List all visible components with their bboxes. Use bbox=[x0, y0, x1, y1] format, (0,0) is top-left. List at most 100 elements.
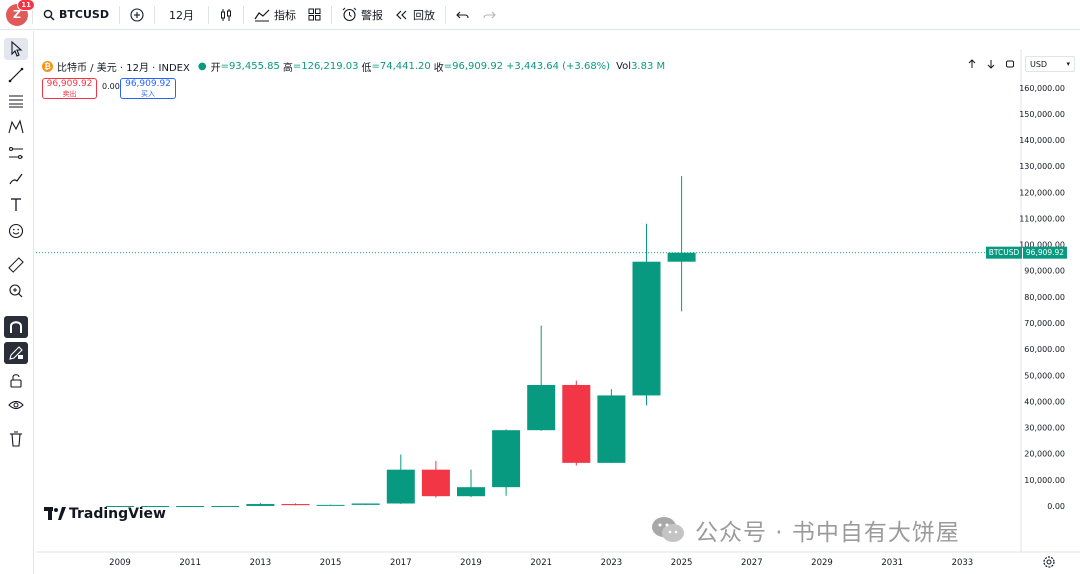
trash-icon bbox=[10, 431, 22, 447]
indicators-button[interactable]: 指标 bbox=[248, 0, 302, 30]
magnet-tool[interactable] bbox=[4, 316, 28, 338]
x-tick-label: 2011 bbox=[179, 558, 201, 568]
y-tick-label: 150,000.00 bbox=[1019, 110, 1065, 119]
buy-button[interactable]: 96,909.92 买入 bbox=[120, 78, 176, 99]
y-tick-label: 110,000.00 bbox=[1019, 214, 1065, 223]
pattern-tool[interactable] bbox=[4, 116, 28, 138]
price-chart[interactable]: 160,000.00 150,000.00 140,000.00 130,000.00… bbox=[36, 31, 1080, 574]
x-tick-label: 2019 bbox=[460, 558, 482, 568]
y-tick-label: 120,000.00 bbox=[1019, 188, 1065, 197]
candle-body bbox=[386, 469, 415, 504]
candle-2025 bbox=[667, 176, 696, 312]
zoom-tool[interactable] bbox=[4, 280, 28, 302]
redo-button[interactable] bbox=[476, 0, 502, 30]
volume-label: Vol bbox=[616, 61, 632, 72]
high-value: =126,219.03 bbox=[292, 61, 359, 72]
emoji-tool[interactable] bbox=[4, 220, 28, 242]
rewind-icon bbox=[396, 10, 407, 19]
chart-controls: USD ▾ bbox=[964, 56, 1075, 72]
candle-2011 bbox=[176, 505, 205, 507]
candle-body bbox=[141, 506, 170, 507]
volume-value: 3.83 M bbox=[631, 61, 666, 72]
y-tick-label: 100,000.00 bbox=[1019, 241, 1065, 250]
redo-icon bbox=[483, 11, 496, 18]
wechat-icon bbox=[652, 517, 684, 542]
candle-body bbox=[246, 504, 275, 506]
divider bbox=[153, 5, 155, 24]
candle-2020 bbox=[492, 429, 521, 496]
candle-2017 bbox=[386, 454, 415, 504]
user-avatar[interactable]: Z 11 bbox=[6, 0, 35, 26]
trend-line-tool[interactable] bbox=[4, 64, 28, 86]
candle-2010 bbox=[141, 506, 170, 507]
undo-button[interactable] bbox=[450, 0, 476, 30]
remove-drawings-tool[interactable] bbox=[4, 428, 28, 450]
x-tick-label: 2009 bbox=[109, 558, 131, 568]
brush-tool[interactable] bbox=[4, 168, 28, 190]
cursor-tool[interactable] bbox=[4, 38, 28, 60]
symbol-name: BTCUSD bbox=[59, 8, 109, 21]
alert-button[interactable]: 警报 bbox=[336, 0, 389, 30]
top-toolbar: Z 11 BTCUSD 12月 指标 警报 bbox=[0, 0, 1080, 30]
candle-body bbox=[632, 261, 661, 396]
price-tag-symbol: BTCUSD bbox=[989, 248, 1020, 257]
replay-button[interactable]: 回放 bbox=[389, 0, 441, 30]
buy-price: 96,909.92 bbox=[125, 79, 171, 89]
gear-icon[interactable] bbox=[1042, 555, 1056, 569]
hide-drawings-tool[interactable] bbox=[4, 394, 28, 416]
scroll-up-button[interactable] bbox=[964, 56, 980, 72]
divider bbox=[330, 5, 332, 24]
legend-title[interactable]: 比特币 / 美元 · 12月 · INDEX bbox=[57, 63, 190, 74]
reset-view-button[interactable] bbox=[1002, 56, 1018, 72]
close-label: 收 bbox=[433, 63, 444, 74]
sell-button[interactable]: 96,909.92 卖出 bbox=[42, 78, 97, 99]
text-tool[interactable] bbox=[4, 194, 28, 216]
compare-symbol-button[interactable] bbox=[124, 0, 150, 30]
undo-icon bbox=[456, 11, 469, 18]
spread-value: 0.00 bbox=[102, 82, 120, 91]
x-tick-label: 2021 bbox=[530, 558, 552, 568]
layout-button[interactable] bbox=[302, 0, 327, 30]
x-tick-label: 2025 bbox=[671, 558, 693, 568]
measure-tool[interactable] bbox=[4, 254, 28, 276]
ruler-icon bbox=[8, 257, 24, 273]
lock-drawings-tool[interactable] bbox=[4, 370, 28, 392]
candle-body bbox=[527, 384, 556, 431]
alarm-clock-icon bbox=[342, 7, 357, 22]
eye-icon bbox=[8, 400, 24, 410]
legend-dot-icon: ● bbox=[197, 61, 207, 72]
symbol-search-button[interactable]: BTCUSD bbox=[37, 0, 115, 30]
chart-type-button[interactable] bbox=[213, 0, 239, 30]
symbol-legend: ₿ 比特币 / 美元 · 12月 · INDEX ● 开 =93,455.85 … bbox=[42, 59, 668, 74]
plus-circle-icon bbox=[130, 7, 144, 22]
smiley-icon bbox=[8, 223, 24, 239]
chart-pane[interactable]: 160,000.00 150,000.00 140,000.00 130,000.00… bbox=[36, 31, 1080, 574]
y-tick-label: 30,000.00 bbox=[1024, 424, 1065, 433]
candle-2024 bbox=[632, 223, 661, 406]
interval-button[interactable]: 12月 bbox=[159, 0, 204, 30]
keep-drawing-tool[interactable] bbox=[4, 342, 28, 364]
fib-lines-icon bbox=[9, 95, 23, 108]
fib-tool[interactable] bbox=[4, 90, 28, 112]
alert-label: 警报 bbox=[360, 8, 383, 22]
sell-price: 96,909.92 bbox=[46, 79, 93, 89]
scroll-down-button[interactable] bbox=[983, 56, 999, 72]
y-tick-label: 140,000.00 bbox=[1019, 136, 1065, 145]
y-tick-label: 70,000.00 bbox=[1024, 319, 1065, 328]
y-tick-label: 40,000.00 bbox=[1024, 397, 1065, 406]
forecast-icon bbox=[9, 147, 23, 159]
divider bbox=[242, 5, 244, 24]
pencil-lock-icon bbox=[9, 346, 23, 360]
tradingview-logo: TradingView bbox=[44, 506, 166, 522]
text-icon bbox=[11, 198, 21, 211]
divider bbox=[207, 5, 209, 24]
candle-2016 bbox=[351, 503, 380, 506]
drawing-toolbar bbox=[0, 31, 34, 574]
currency-select[interactable]: USD ▾ bbox=[1025, 56, 1075, 72]
price-tag-value: 96,909.92 bbox=[1026, 248, 1064, 257]
prediction-tool[interactable] bbox=[4, 142, 28, 164]
tradingview-mark-icon bbox=[44, 507, 66, 520]
candle-2018 bbox=[421, 461, 450, 498]
candle-body bbox=[562, 384, 591, 463]
